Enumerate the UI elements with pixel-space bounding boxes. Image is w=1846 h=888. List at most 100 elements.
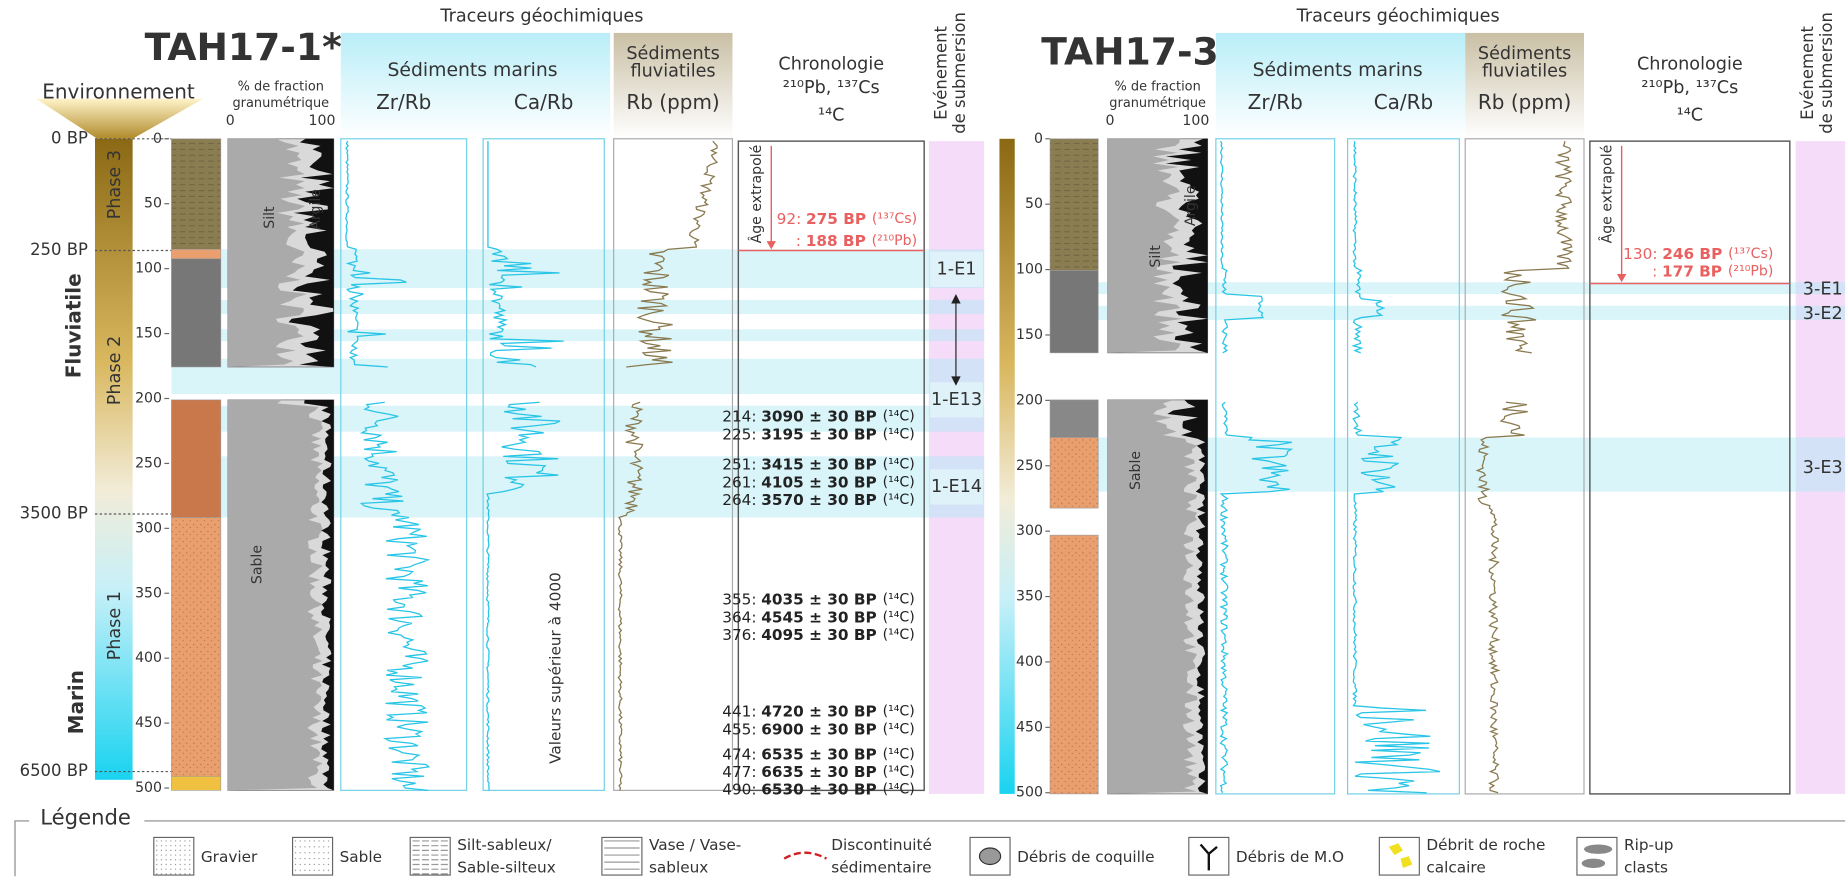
date-entry: 225:3195 ± 30 BP(¹⁴C) xyxy=(722,425,915,443)
legend-label: Vase / Vase- xyxy=(649,836,741,854)
core-title: TAH17-1* xyxy=(145,25,342,69)
date-method: (¹³⁷Cs) xyxy=(1728,246,1773,262)
silt-fraction xyxy=(228,400,323,790)
grain-label: Sable xyxy=(249,545,265,584)
core2-color-bar xyxy=(999,139,1014,794)
legend-label: Sable xyxy=(340,848,382,866)
depth-label: 400 xyxy=(135,650,162,666)
date-age: 6535 ± 30 BP xyxy=(761,745,876,763)
date-age: 177 BP xyxy=(1662,262,1722,280)
date-entry: 92:275 BP(¹³⁷Cs) xyxy=(777,209,917,227)
legend-label: Rip-up xyxy=(1624,836,1673,854)
lithology-unit xyxy=(1050,271,1098,353)
legend-icon xyxy=(1577,837,1617,875)
date-age: 3415 ± 30 BP xyxy=(761,455,876,473)
ratio-label: Zr/Rb xyxy=(376,90,431,114)
clast xyxy=(1584,844,1612,853)
age-label: 0 BP xyxy=(51,128,88,147)
phase-label: Phase 3 xyxy=(105,150,125,219)
date-entry: :177 BP(²¹⁰Pb) xyxy=(1652,262,1773,280)
arrow-head xyxy=(1617,274,1626,282)
event-label: 3-E2 xyxy=(1803,304,1843,324)
ratio-label: Ca/Rb xyxy=(514,90,574,114)
depth-label: 450 xyxy=(1016,719,1043,735)
chrono-title: ²¹⁰Pb, ¹³⁷Cs xyxy=(1641,78,1738,98)
figure: Environnement0 BP250 BP3500 BP6500 BPPha… xyxy=(0,0,1846,888)
date-depth: 490: xyxy=(722,780,756,798)
fluvial-title: fluviatiles xyxy=(630,62,715,82)
legend-label: Débris de coquille xyxy=(1017,848,1154,866)
legend-label: Gravier xyxy=(201,848,258,866)
date-entry: :188 BP(²¹⁰Pb) xyxy=(796,232,917,250)
grain-label: Sable xyxy=(1128,451,1144,490)
date-method: (²¹⁰Pb) xyxy=(872,233,917,249)
date-entry: 477:6635 ± 30 BP(¹⁴C) xyxy=(722,762,915,780)
grain-title: % de fraction xyxy=(1114,80,1200,95)
date-entry: 364:4545 ± 30 BP(¹⁴C) xyxy=(722,608,915,626)
date-method: (¹⁴C) xyxy=(883,426,915,442)
date-entry: 261:4105 ± 30 BP(¹⁴C) xyxy=(722,473,915,491)
legend-label: Sable-silteux xyxy=(457,859,556,877)
event-label: 3-E1 xyxy=(1803,279,1843,299)
grain-tick: 0 xyxy=(1106,113,1115,129)
date-age: 275 BP xyxy=(806,209,866,227)
date-entry: 455:6900 ± 30 BP(¹⁴C) xyxy=(722,720,915,738)
depth-label: 450 xyxy=(135,715,162,731)
date-entry: 490:6530 ± 30 BP(¹⁴C) xyxy=(722,780,915,798)
legend-label: calcaire xyxy=(1426,859,1485,877)
extrapolated-label: Âge extrapolé xyxy=(747,145,765,244)
grain-label: Silt xyxy=(262,206,278,229)
extrapolated-label: Âge extrapolé xyxy=(1598,145,1616,244)
date-entry: 251:3415 ± 30 BP(¹⁴C) xyxy=(722,455,915,473)
date-age: 3090 ± 30 BP xyxy=(761,407,876,425)
depth-label: 350 xyxy=(1016,589,1043,605)
lithology-unit xyxy=(171,776,220,790)
date-depth: 261: xyxy=(722,473,756,491)
event-title: de submersion xyxy=(950,12,969,134)
date-age: 6900 ± 30 BP xyxy=(761,720,876,738)
event-label: 1-E1 xyxy=(937,259,977,279)
date-depth: 376: xyxy=(722,626,756,644)
depth-label: 500 xyxy=(135,780,162,796)
date-method: (¹⁴C) xyxy=(883,409,915,425)
date-depth: 364: xyxy=(722,608,756,626)
event-label: 3-E3 xyxy=(1803,458,1843,478)
legend-title: Légende xyxy=(40,805,131,830)
date-depth: 264: xyxy=(722,490,756,508)
date-age: 246 BP xyxy=(1662,245,1722,263)
ratio-label: Zr/Rb xyxy=(1248,90,1303,114)
chrono-title: ¹⁴C xyxy=(818,105,844,125)
grain-title: % de fraction xyxy=(238,80,324,95)
lithology-unit xyxy=(1050,400,1098,438)
grain-tick: 0 xyxy=(226,113,235,129)
date-method: (¹⁴C) xyxy=(883,782,915,798)
core-title: TAH17-3 xyxy=(1041,30,1219,74)
date-method: (¹⁴C) xyxy=(883,474,915,490)
phase-label: Phase 2 xyxy=(105,336,125,405)
legend-label: clasts xyxy=(1624,859,1668,877)
date-entry: 355:4035 ± 30 BP(¹⁴C) xyxy=(722,590,915,608)
grain-title: granumétrique xyxy=(232,96,329,111)
date-age: 4035 ± 30 BP xyxy=(761,590,876,608)
legend-label: Discontinuité xyxy=(831,836,932,854)
grain-label: Silt xyxy=(1148,245,1164,268)
date-method: (¹⁴C) xyxy=(883,457,915,473)
env-bar xyxy=(95,139,133,780)
marine-header xyxy=(1216,33,1465,139)
depth-label: 300 xyxy=(1016,523,1043,539)
grain-tick: 100 xyxy=(309,113,336,129)
chrono-title: ¹⁴C xyxy=(1677,105,1703,125)
lithology-unit xyxy=(171,249,220,258)
legend-label: Débris de M.O xyxy=(1236,848,1344,866)
depth-label: 250 xyxy=(1016,458,1043,474)
depth-label: 50 xyxy=(144,196,162,212)
date-depth: : xyxy=(1652,262,1657,280)
date-entry: 376:4095 ± 30 BP(¹⁴C) xyxy=(722,626,915,644)
lithology-unit xyxy=(1050,535,1098,794)
depth-label: 400 xyxy=(1016,654,1043,670)
phase-label: Phase 1 xyxy=(105,591,125,660)
date-method: (¹⁴C) xyxy=(883,627,915,643)
depth-label: 150 xyxy=(135,326,162,342)
depth-label: 200 xyxy=(135,390,162,406)
event-title: Evénement xyxy=(1798,25,1817,119)
